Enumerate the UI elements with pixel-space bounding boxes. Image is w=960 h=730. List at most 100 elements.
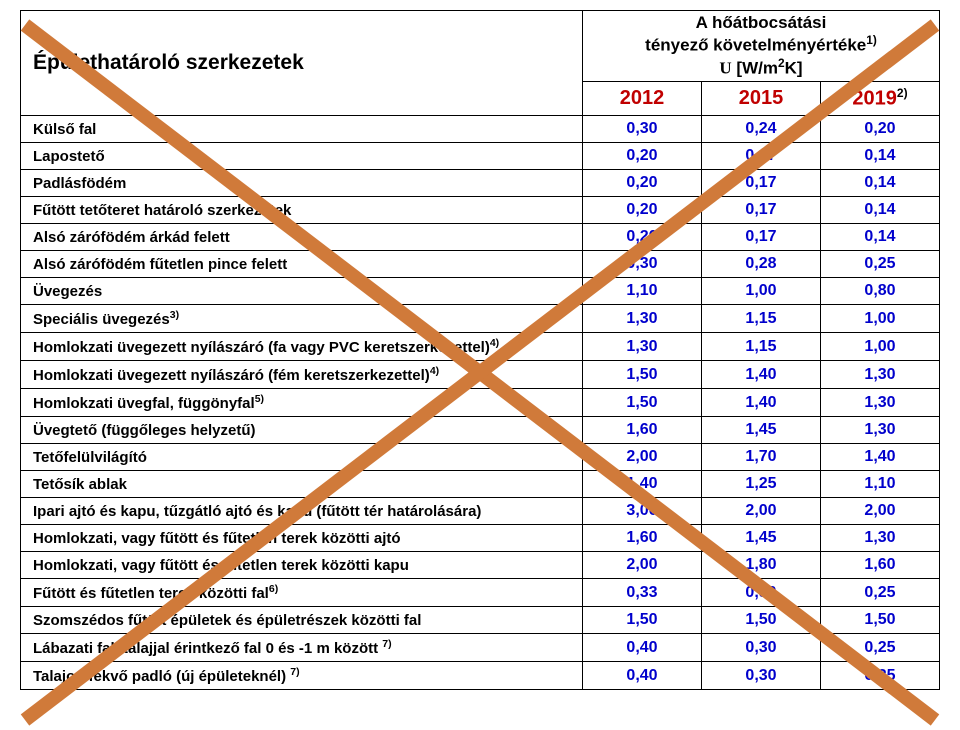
value-cell: 1,00 bbox=[821, 305, 940, 333]
table-body: Külső fal0,300,240,20Lapostető0,200,170,… bbox=[21, 116, 940, 690]
value-cell: 0,17 bbox=[702, 197, 821, 224]
value-cell: 0,30 bbox=[702, 634, 821, 662]
row-label-sup: 5) bbox=[255, 393, 264, 405]
value-cell: 1,30 bbox=[583, 333, 702, 361]
value-cell: 0,30 bbox=[702, 579, 821, 607]
row-label: Tetőfelülvilágító bbox=[21, 444, 583, 471]
value-cell: 0,40 bbox=[583, 662, 702, 690]
value-cell: 2,00 bbox=[702, 498, 821, 525]
row-label: Homlokzati üvegfal, függönyfal5) bbox=[21, 389, 583, 417]
row-label-sup: 4) bbox=[430, 365, 439, 377]
table-row: Speciális üvegezés3)1,301,151,00 bbox=[21, 305, 940, 333]
table-row: Homlokzati üvegezett nyílászáró (fa vagy… bbox=[21, 333, 940, 361]
table-row: Homlokzati üvegfal, függönyfal5)1,501,40… bbox=[21, 389, 940, 417]
value-cell: 0,25 bbox=[821, 579, 940, 607]
u-header-sup1: 1) bbox=[866, 33, 877, 47]
value-cell: 1,50 bbox=[821, 607, 940, 634]
row-label: Homlokzati, vagy fűtött és fűtetlen tere… bbox=[21, 552, 583, 579]
value-cell: 0,20 bbox=[583, 197, 702, 224]
table-row: Ipari ajtó és kapu, tűzgátló ajtó és kap… bbox=[21, 498, 940, 525]
u-header: A hőátbocsátási tényező követelményérték… bbox=[583, 11, 940, 82]
row-label: Szomszédos fűtött épületek és épületrész… bbox=[21, 607, 583, 634]
row-label: Padlásfödém bbox=[21, 170, 583, 197]
value-cell: 0,20 bbox=[821, 116, 940, 143]
row-label: Talajon fekvő padló (új épületeknél) 7) bbox=[21, 662, 583, 690]
u-unit-a: [W/m bbox=[732, 59, 778, 78]
row-label: Speciális üvegezés3) bbox=[21, 305, 583, 333]
u-unit-b: K] bbox=[785, 59, 803, 78]
value-cell: 0,40 bbox=[583, 634, 702, 662]
row-label: Alsó zárófödém fűtetlen pince felett bbox=[21, 251, 583, 278]
value-cell: 1,50 bbox=[583, 389, 702, 417]
value-cell: 1,15 bbox=[702, 305, 821, 333]
value-cell: 1,10 bbox=[821, 471, 940, 498]
value-cell: 1,30 bbox=[821, 361, 940, 389]
table-row: Üvegezés1,101,000,80 bbox=[21, 278, 940, 305]
value-cell: 1,50 bbox=[702, 607, 821, 634]
value-cell: 1,15 bbox=[702, 333, 821, 361]
table-header: Épülethatároló szerkezetek A hőátbocsátá… bbox=[21, 11, 940, 116]
value-cell: 0,14 bbox=[821, 143, 940, 170]
value-cell: 0,14 bbox=[821, 224, 940, 251]
value-cell: 1,10 bbox=[583, 278, 702, 305]
table-row: Alsó zárófödém árkád felett0,200,170,14 bbox=[21, 224, 940, 251]
row-label: Alsó zárófödém árkád felett bbox=[21, 224, 583, 251]
page-root: Épülethatároló szerkezetek A hőátbocsátá… bbox=[0, 10, 960, 730]
value-cell: 1,60 bbox=[583, 525, 702, 552]
value-cell: 0,24 bbox=[702, 116, 821, 143]
row-label: Ipari ajtó és kapu, tűzgátló ajtó és kap… bbox=[21, 498, 583, 525]
table-row: Padlásfödém0,200,170,14 bbox=[21, 170, 940, 197]
year-2015: 2015 bbox=[702, 82, 821, 116]
row-label-sup: 4) bbox=[490, 337, 499, 349]
table-row: Fűtött tetőteret határoló szerkezetek0,2… bbox=[21, 197, 940, 224]
table-row: Lapostető0,200,170,14 bbox=[21, 143, 940, 170]
value-cell: 0,20 bbox=[583, 224, 702, 251]
table-row: Lábazati fal, talajjal érintkező fal 0 é… bbox=[21, 634, 940, 662]
value-cell: 2,00 bbox=[821, 498, 940, 525]
requirements-table: Épülethatároló szerkezetek A hőátbocsátá… bbox=[20, 10, 940, 690]
value-cell: 1,40 bbox=[821, 444, 940, 471]
value-cell: 1,30 bbox=[821, 389, 940, 417]
value-cell: 1,80 bbox=[702, 552, 821, 579]
table-row: Tetősík ablak1,401,251,10 bbox=[21, 471, 940, 498]
table-row: Homlokzati, vagy fűtött és fűtetlen tere… bbox=[21, 552, 940, 579]
value-cell: 0,30 bbox=[702, 662, 821, 690]
value-cell: 0,20 bbox=[583, 170, 702, 197]
value-cell: 0,30 bbox=[583, 251, 702, 278]
u-symbol: U bbox=[719, 59, 731, 78]
table-row: Homlokzati üvegezett nyílászáró (fém ker… bbox=[21, 361, 940, 389]
row-label: Lapostető bbox=[21, 143, 583, 170]
table-row: Homlokzati, vagy fűtött és fűtetlen tere… bbox=[21, 525, 940, 552]
value-cell: 1,50 bbox=[583, 607, 702, 634]
value-cell: 1,30 bbox=[583, 305, 702, 333]
value-cell: 0,25 bbox=[821, 634, 940, 662]
value-cell: 0,17 bbox=[702, 170, 821, 197]
value-cell: 3,00 bbox=[583, 498, 702, 525]
u-header-line2: tényező követelményértéke bbox=[645, 36, 866, 55]
table-row: Fűtött és fűtetlen terek közötti fal6)0,… bbox=[21, 579, 940, 607]
value-cell: 0,14 bbox=[821, 197, 940, 224]
row-label-sup: 3) bbox=[170, 309, 179, 321]
row-label: Homlokzati üvegezett nyílászáró (fa vagy… bbox=[21, 333, 583, 361]
row-label: Homlokzati üvegezett nyílászáró (fém ker… bbox=[21, 361, 583, 389]
value-cell: 1,40 bbox=[583, 471, 702, 498]
row-label-sup: 6) bbox=[269, 583, 278, 595]
value-cell: 1,00 bbox=[821, 333, 940, 361]
value-cell: 2,00 bbox=[583, 444, 702, 471]
row-label: Tetősík ablak bbox=[21, 471, 583, 498]
value-cell: 1,40 bbox=[702, 361, 821, 389]
value-cell: 0,80 bbox=[821, 278, 940, 305]
value-cell: 1,00 bbox=[702, 278, 821, 305]
value-cell: 1,45 bbox=[702, 417, 821, 444]
row-label: Fűtött tetőteret határoló szerkezetek bbox=[21, 197, 583, 224]
value-cell: 1,60 bbox=[583, 417, 702, 444]
table-row: Üvegtető (függőleges helyzetű)1,601,451,… bbox=[21, 417, 940, 444]
u-unit-sup: 2 bbox=[778, 56, 785, 70]
table-row: Külső fal0,300,240,20 bbox=[21, 116, 940, 143]
value-cell: 1,40 bbox=[702, 389, 821, 417]
year-2019-text: 2019 bbox=[852, 88, 897, 110]
value-cell: 0,14 bbox=[821, 170, 940, 197]
value-cell: 0,25 bbox=[821, 251, 940, 278]
value-cell: 0,33 bbox=[583, 579, 702, 607]
value-cell: 0,28 bbox=[702, 251, 821, 278]
